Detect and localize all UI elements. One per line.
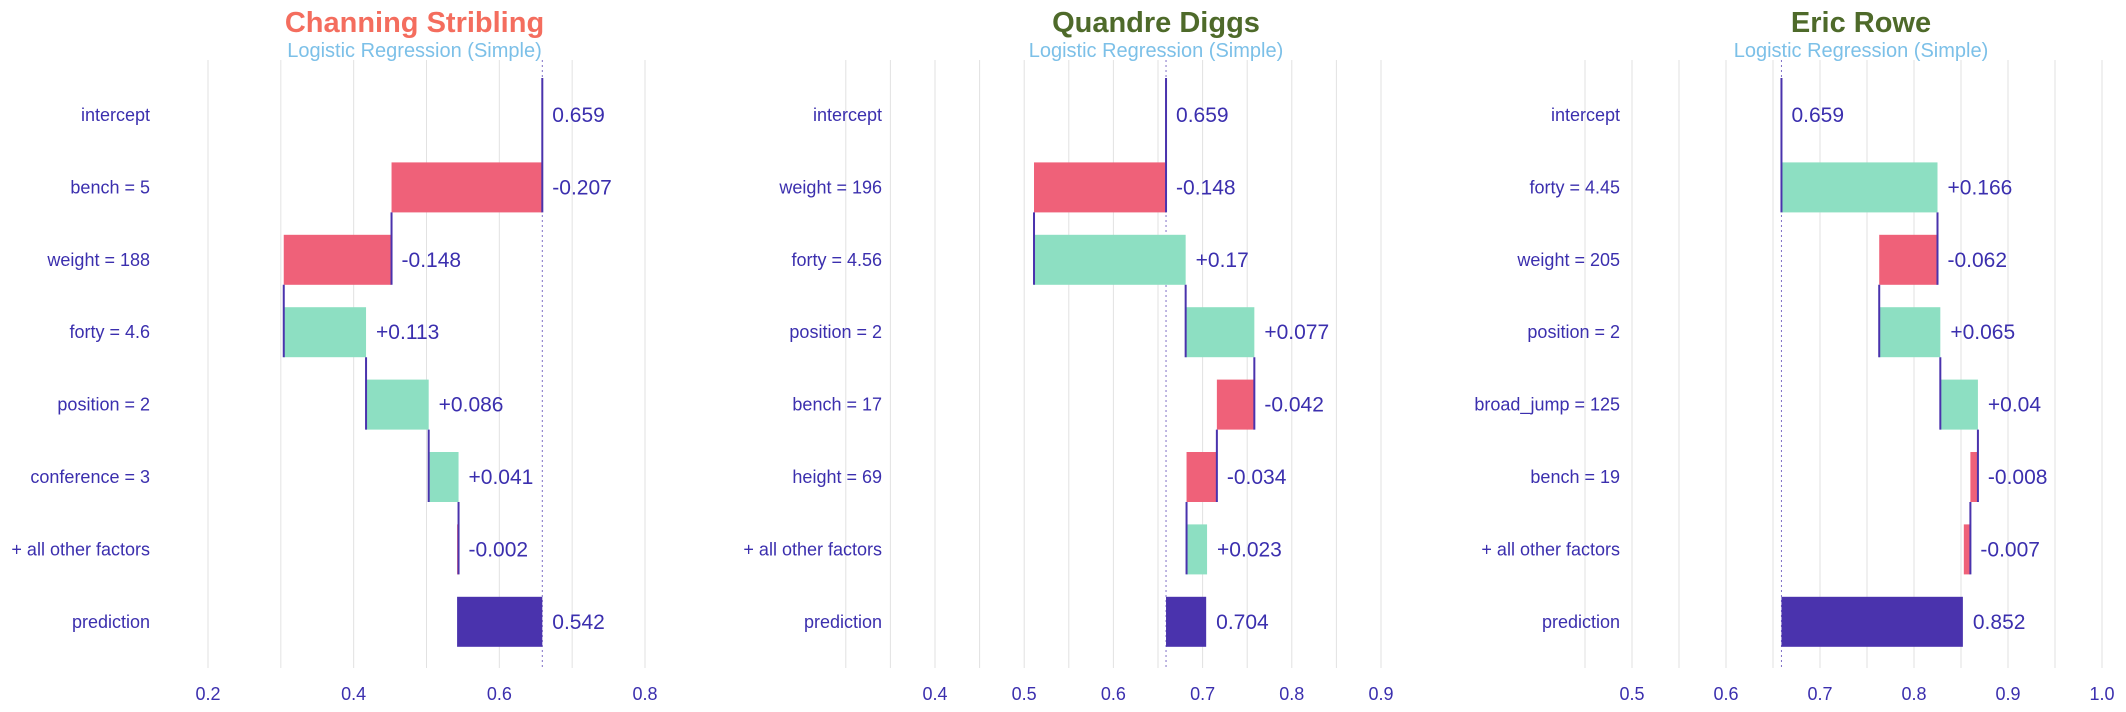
x-tick-label: 0.9 xyxy=(1368,684,1393,704)
value-label: -0.148 xyxy=(402,249,462,272)
category-label: conference = 3 xyxy=(30,467,150,487)
category-label: weight = 205 xyxy=(1516,250,1620,270)
increase-bar xyxy=(1940,379,1978,430)
decrease-bar xyxy=(1970,452,1978,502)
value-label: +0.17 xyxy=(1196,249,1249,272)
category-label: weight = 196 xyxy=(778,177,882,197)
value-label: +0.077 xyxy=(1264,321,1329,344)
decrease-bar xyxy=(283,234,392,285)
increase-bar xyxy=(1034,234,1186,285)
value-label: -0.148 xyxy=(1176,176,1236,199)
prediction-bar xyxy=(1166,596,1207,647)
decrease-bar xyxy=(391,162,543,213)
x-tick-label: 0.8 xyxy=(632,684,657,704)
value-label: 0.542 xyxy=(552,611,605,634)
value-label: 0.659 xyxy=(1791,104,1844,127)
value-label: +0.065 xyxy=(1950,321,2015,344)
x-tick-label: 0.7 xyxy=(1807,684,1832,704)
category-label: position = 2 xyxy=(57,395,150,415)
x-tick-label: 0.4 xyxy=(922,684,947,704)
prediction-bar xyxy=(457,596,543,647)
value-label: -0.062 xyxy=(1948,249,2008,272)
value-label: -0.008 xyxy=(1988,466,2048,489)
value-label: 0.852 xyxy=(1973,611,2026,634)
value-label: -0.034 xyxy=(1227,466,1287,489)
value-label: 0.704 xyxy=(1216,611,1269,634)
value-label: +0.04 xyxy=(1988,394,2041,417)
category-label: + all other factors xyxy=(1481,539,1620,559)
chart-title: Channing Stribling xyxy=(285,7,544,39)
chart-subtitle: Logistic Regression (Simple) xyxy=(1029,40,1284,62)
increase-bar xyxy=(1879,307,1941,358)
decrease-bar xyxy=(1963,524,1971,575)
x-tick-label: 0.5 xyxy=(1619,684,1644,704)
category-label: prediction xyxy=(1542,612,1620,632)
value-label: +0.113 xyxy=(376,321,439,344)
value-label: +0.041 xyxy=(469,466,534,489)
increase-bar xyxy=(1781,162,1938,213)
increase-bar xyxy=(366,379,429,430)
x-tick-label: 0.4 xyxy=(341,684,366,704)
value-label: +0.023 xyxy=(1217,538,1282,561)
category-label: broad_jump = 125 xyxy=(1474,395,1620,416)
category-label: prediction xyxy=(804,612,882,632)
category-label: position = 2 xyxy=(789,322,882,342)
value-label: -0.002 xyxy=(469,538,529,561)
value-label: +0.166 xyxy=(1948,176,2013,199)
category-label: + all other factors xyxy=(11,539,150,559)
category-label: bench = 19 xyxy=(1530,467,1620,487)
category-label: height = 69 xyxy=(792,467,882,487)
x-tick-label: 0.2 xyxy=(195,684,220,704)
category-label: forty = 4.56 xyxy=(791,250,882,270)
increase-bar xyxy=(283,307,367,358)
value-label: -0.007 xyxy=(1980,538,2040,561)
x-tick-label: 0.7 xyxy=(1190,684,1215,704)
value-label: -0.207 xyxy=(552,176,612,199)
category-label: forty = 4.45 xyxy=(1529,177,1620,197)
category-label: prediction xyxy=(72,612,150,632)
chart-title: Quandre Diggs xyxy=(1052,7,1260,39)
category-label: weight = 188 xyxy=(46,250,150,270)
category-label: + all other factors xyxy=(743,539,882,559)
category-label: position = 2 xyxy=(1527,322,1620,342)
category-label: intercept xyxy=(1551,105,1620,125)
prediction-bar xyxy=(1781,596,1963,647)
decrease-bar xyxy=(1034,162,1167,213)
decrease-bar xyxy=(1186,452,1217,502)
x-tick-label: 0.5 xyxy=(1012,684,1037,704)
category-label: intercept xyxy=(81,105,150,125)
value-label: 0.659 xyxy=(1176,104,1229,127)
x-tick-label: 0.9 xyxy=(1995,684,2020,704)
category-label: intercept xyxy=(813,105,882,125)
decrease-bar xyxy=(1216,379,1255,430)
category-label: bench = 5 xyxy=(70,177,150,197)
x-tick-label: 0.6 xyxy=(1101,684,1126,704)
chart-subtitle: Logistic Regression (Simple) xyxy=(1734,40,1989,62)
value-label: -0.042 xyxy=(1264,394,1324,417)
value-label: 0.659 xyxy=(552,104,605,127)
x-tick-label: 0.8 xyxy=(1901,684,1926,704)
increase-bar xyxy=(1185,307,1255,358)
x-tick-label: 0.8 xyxy=(1279,684,1304,704)
x-tick-label: 0.6 xyxy=(487,684,512,704)
category-label: bench = 17 xyxy=(792,395,882,415)
increase-bar xyxy=(1186,524,1208,575)
value-label: +0.086 xyxy=(439,394,504,417)
chart-subtitle: Logistic Regression (Simple) xyxy=(287,40,542,62)
increase-bar xyxy=(428,452,459,502)
category-label: forty = 4.6 xyxy=(69,322,150,342)
decrease-bar xyxy=(1879,234,1938,285)
x-tick-label: 0.6 xyxy=(1713,684,1738,704)
x-tick-label: 1.0 xyxy=(2089,684,2114,704)
chart-title: Eric Rowe xyxy=(1791,7,1931,39)
